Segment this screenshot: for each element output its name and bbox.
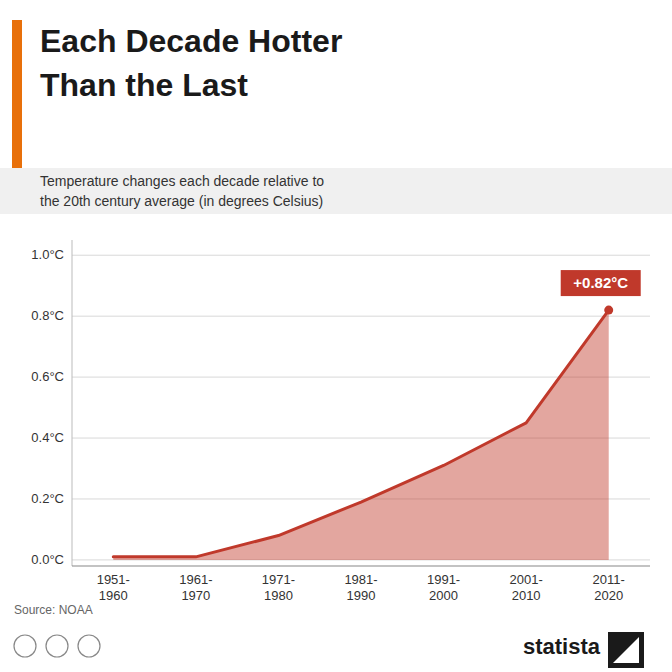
- x-tick-label: 1971-1980: [262, 572, 295, 603]
- x-tick-label: 1951-1960: [97, 572, 130, 603]
- annotation: +0.82°C: [561, 270, 641, 296]
- plot-data: [113, 306, 613, 560]
- area: [113, 310, 608, 560]
- line: [113, 310, 608, 557]
- logo-mark: [613, 637, 639, 663]
- source: Source: NOAA: [14, 603, 93, 617]
- license-icon: [46, 635, 68, 657]
- x-tick-label: 2001-2010: [510, 572, 543, 603]
- y-tick-label: 0.6°C: [31, 369, 64, 384]
- y-tick-label: 0.4°C: [31, 430, 64, 445]
- x-axis-line: [72, 565, 650, 566]
- y-tick-label: 0.8°C: [31, 308, 64, 323]
- grid-line: [72, 255, 650, 256]
- license-icon: [14, 635, 36, 657]
- annotation-box: [561, 270, 641, 296]
- x-tick-label: 1991-2000: [427, 572, 460, 603]
- accent-bar: [12, 20, 22, 190]
- brand: statista: [523, 634, 601, 659]
- y-axis-line: [72, 240, 73, 566]
- x-tick-label: 1981-1990: [344, 572, 377, 603]
- grid-line: [72, 316, 650, 317]
- title: Than the Last: [40, 67, 248, 103]
- subtitle-band: [0, 168, 672, 214]
- annotation-text: +0.82°C: [573, 274, 628, 291]
- background: [0, 0, 672, 672]
- x-tick-label: 1961-1970: [179, 572, 212, 603]
- y-tick-label: 1.0°C: [31, 247, 64, 262]
- title: Each Decade Hotter: [40, 23, 342, 59]
- license-icon: [78, 635, 100, 657]
- subtitle: Temperature changes each decade relative…: [40, 173, 324, 189]
- subtitle: the 20th century average (in degrees Cel…: [40, 193, 323, 209]
- chart: Each Decade Hotter Than the Last Temperatu…: [0, 0, 672, 672]
- y-tick-label: 0.0°C: [31, 552, 64, 567]
- x-tick-label: 2011-2020: [593, 572, 625, 603]
- logo-box: [608, 632, 644, 668]
- last-point: [604, 306, 613, 315]
- y-tick-label: 0.2°C: [31, 491, 64, 506]
